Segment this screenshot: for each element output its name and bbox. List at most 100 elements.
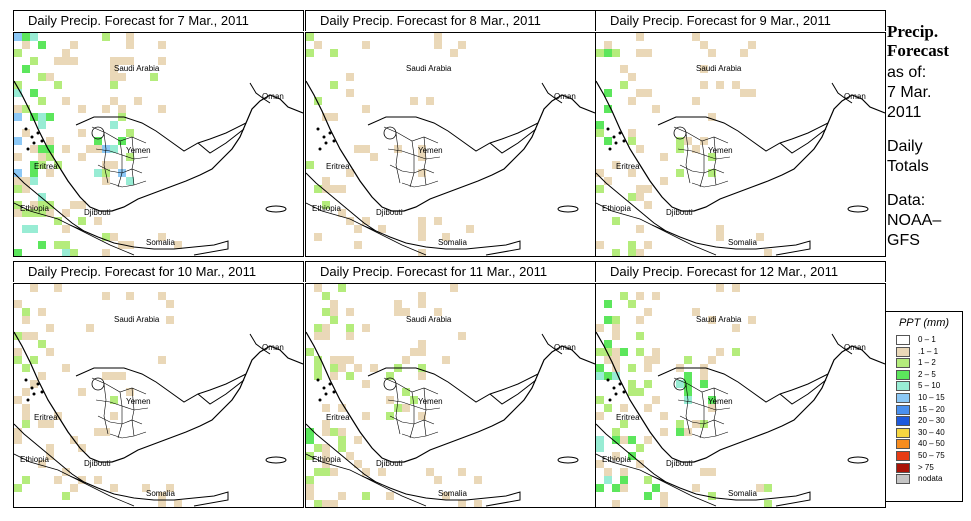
precip-cell: [158, 500, 166, 507]
border-line: [249, 82, 271, 104]
precip-cell: [644, 476, 652, 484]
precip-cell: [322, 201, 330, 209]
precip-cell: [322, 500, 330, 507]
legend-label: .1 – 1: [918, 346, 939, 356]
legend-swatch: [896, 381, 910, 392]
precip-cell: [700, 468, 708, 476]
forecast-map: Saudi Arabia Oman Yemen Eritrea Ethiopia Djib…: [305, 283, 596, 508]
border-line: [306, 423, 521, 507]
precip-cell: [636, 460, 644, 468]
precip-cell: [418, 292, 426, 300]
precip-cell: [78, 217, 86, 225]
border-line: [401, 431, 439, 439]
precip-cell: [158, 105, 166, 113]
precip-cell: [434, 476, 442, 484]
precip-cell: [692, 308, 700, 316]
precip-cell: [458, 332, 466, 340]
precip-cell: [346, 89, 354, 97]
precip-cell: [418, 217, 426, 225]
precip-cell: [38, 121, 46, 129]
precip-cell: [338, 492, 346, 500]
island-mark: [318, 398, 322, 402]
legend-swatch: [896, 335, 910, 345]
precip-cell: [62, 209, 70, 217]
precip-cell: [410, 396, 418, 404]
precip-cell: [314, 364, 322, 372]
precip-cell: [346, 356, 354, 364]
panel-title: Daily Precip. Forecast for 12 Mar., 2011: [595, 261, 886, 282]
precip-cell: [644, 89, 652, 97]
precip-cell: [14, 177, 22, 185]
country-label: Eritrea: [616, 413, 640, 422]
socotra-island: [557, 205, 579, 213]
precip-cell: [30, 33, 38, 41]
precip-cell: [612, 332, 620, 340]
border-line: [423, 136, 427, 186]
precip-cell: [660, 500, 668, 507]
legend-label: > 75: [918, 462, 934, 472]
island-mark: [614, 392, 618, 396]
island-mark: [618, 131, 622, 135]
precip-cell: [612, 500, 620, 507]
border-line: [831, 333, 853, 355]
precip-cell: [604, 340, 612, 348]
country-label: Yemen: [708, 146, 733, 155]
precip-cell: [418, 340, 426, 348]
island-mark: [614, 141, 618, 145]
precip-cell: [628, 73, 636, 81]
precip-cell: [612, 161, 620, 169]
precip-cell: [22, 129, 30, 137]
island-mark: [606, 378, 610, 382]
precip-cell: [466, 225, 474, 233]
precip-cell: [14, 105, 22, 113]
highland-marker: [383, 377, 397, 391]
island-mark: [26, 398, 30, 402]
precip-cell: [362, 145, 370, 153]
precip-cell: [716, 233, 724, 241]
precip-cell: [118, 105, 126, 113]
island-mark: [608, 398, 612, 402]
precip-cell: [14, 428, 22, 436]
country-label: Somalia: [438, 489, 467, 498]
precip-cell: [402, 308, 410, 316]
precip-cell: [708, 169, 716, 177]
precip-cell: [62, 145, 70, 153]
precip-cell: [644, 404, 652, 412]
precip-cell: [620, 484, 628, 492]
precip-cell: [338, 436, 346, 444]
country-label: Eritrea: [34, 413, 58, 422]
border-line: [596, 423, 811, 507]
island-mark: [324, 141, 328, 145]
precip-cell: [22, 65, 30, 73]
precip-cell: [14, 169, 22, 177]
precip-cell: [78, 201, 86, 209]
legend-swatch: [896, 462, 910, 473]
island-mark: [40, 390, 44, 394]
island-mark: [612, 135, 616, 139]
country-label: Oman: [554, 92, 576, 101]
precip-cell: [684, 137, 692, 145]
precip-cell: [110, 484, 118, 492]
border-line: [691, 431, 729, 439]
precip-cell: [30, 284, 38, 292]
border-line: [489, 379, 537, 405]
precip-cell: [636, 348, 644, 356]
precip-cell: [166, 300, 174, 308]
border-line: [657, 367, 829, 403]
precip-cell: [70, 57, 78, 65]
precip-cell: [426, 468, 434, 476]
precip-cell: [30, 145, 38, 153]
legend-item: 1 – 2: [886, 358, 962, 370]
precip-cell: [596, 324, 604, 332]
precip-cell: [684, 356, 692, 364]
precip-cell: [676, 137, 684, 145]
precip-cell: [14, 153, 22, 161]
precip-cell: [628, 169, 636, 177]
precip-cell: [54, 476, 62, 484]
border-line: [685, 383, 691, 435]
precip-cell: [354, 364, 362, 372]
asof-line1: as of:: [887, 64, 927, 81]
precip-cell: [636, 33, 644, 41]
legend-swatch: [896, 392, 910, 403]
